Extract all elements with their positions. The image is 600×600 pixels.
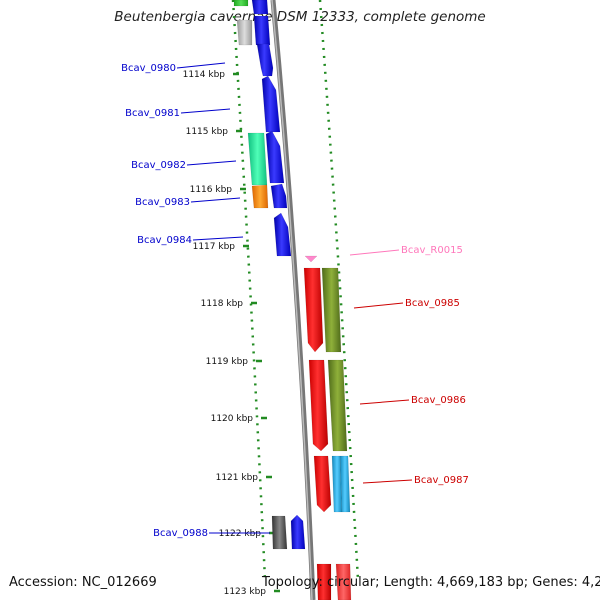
gene-arrow-blue[interactable]: [251, 0, 269, 15]
genome-backbone: [270, 0, 316, 600]
gene-label-bcav-0980[interactable]: Bcav_0980: [121, 63, 176, 74]
scale-tick-label: 1117 kbp: [193, 242, 236, 252]
gene-arrow-bcav-0983[interactable]: [251, 184, 269, 209]
scale-tick-label: 1120 kbp: [211, 414, 254, 424]
gene-arrow-bcav-0982[interactable]: [247, 132, 268, 186]
scale-tick-label: 1122 kbp: [219, 529, 262, 539]
gene-label-bcav-0987[interactable]: Bcav_0987: [414, 475, 469, 486]
scale-tick-label: 1115 kbp: [186, 127, 229, 137]
gene-label-leader: [353, 302, 404, 309]
ruler-left-dots: [231, 0, 267, 581]
gene-arrow-bcav-0986[interactable]: [308, 359, 329, 452]
gene-arrow-bcav-0985b[interactable]: [321, 267, 342, 353]
gene-arrow-red-partial[interactable]: [316, 563, 332, 600]
gene-label-leader: [192, 236, 244, 241]
gene-label-bcav-0981[interactable]: Bcav_0981: [125, 108, 180, 119]
rna-marker-bcav-r0015[interactable]: [304, 255, 318, 263]
gene-arrow-bcav-0988[interactable]: [271, 515, 288, 550]
gene-arrow-bcav-0981[interactable]: [261, 75, 281, 133]
gene-arrow-green[interactable]: [233, 0, 249, 7]
accession-text: Accession: NC_012669: [9, 575, 157, 590]
scale-tick-label: 1121 kbp: [216, 473, 259, 483]
gene-arrow-bcav-0983b[interactable]: [270, 183, 288, 209]
gene-arrow-bcav-0986b[interactable]: [327, 359, 348, 452]
gene-arrow-bcav-0984[interactable]: [273, 212, 292, 257]
gene-label-bcav-r0015[interactable]: Bcav_R0015: [401, 245, 463, 256]
gene-label-leader: [186, 160, 237, 166]
gene-label-leader: [362, 479, 413, 484]
gene-label-bcav-0985[interactable]: Bcav_0985: [405, 298, 460, 309]
gene-arrow-lightgray[interactable]: [236, 19, 253, 46]
gene-label-bcav-0982[interactable]: Bcav_0982: [131, 160, 186, 171]
scale-tick-label: 1123 kbp: [224, 587, 267, 597]
gene-label-bcav-0988[interactable]: Bcav_0988: [153, 528, 208, 539]
gene-label-bcav-0986[interactable]: Bcav_0986: [411, 395, 466, 406]
scale-tick-label: 1116 kbp: [190, 185, 233, 195]
gene-label-leader: [359, 399, 410, 405]
gene-label-leader: [180, 108, 231, 114]
gene-label-bcav-0983[interactable]: Bcav_0983: [135, 197, 190, 208]
gene-label-bcav-0984[interactable]: Bcav_0984: [137, 235, 192, 246]
gene-arrow-bcav-0985[interactable]: [303, 267, 324, 353]
map-title: Beutenbergia cavernae DSM 12333, complet…: [114, 9, 486, 25]
topology-text: Topology: circular; Length: 4,669,183 bp…: [262, 575, 600, 590]
gene-arrow-blue[interactable]: [253, 15, 271, 46]
gene-arrow-bcav-0987c[interactable]: [339, 455, 351, 513]
gene-arrow-bcav-0987[interactable]: [313, 455, 332, 513]
gene-arrow-bcav-0980[interactable]: [256, 43, 274, 77]
genome-backbone-highlight: [271, 0, 313, 600]
gene-label-leader: [190, 197, 241, 203]
gene-label-leader: [176, 62, 226, 69]
scale-tick-label: 1114 kbp: [183, 70, 226, 80]
gene-arrow-bcav-0988b[interactable]: [290, 514, 306, 550]
gene-label-leader: [349, 249, 400, 256]
scale-tick-label: 1119 kbp: [206, 357, 249, 367]
gene-arrow-pink-partial[interactable]: [335, 563, 352, 600]
scale-tick-label: 1118 kbp: [201, 299, 244, 309]
gene-arrow-bcav-0982b[interactable]: [265, 130, 285, 184]
